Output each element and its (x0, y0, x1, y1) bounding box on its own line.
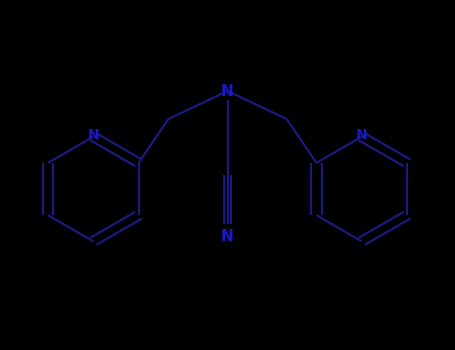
Text: N: N (221, 84, 234, 98)
Text: N: N (356, 128, 368, 142)
Text: N: N (87, 128, 99, 142)
Text: N: N (221, 229, 234, 244)
